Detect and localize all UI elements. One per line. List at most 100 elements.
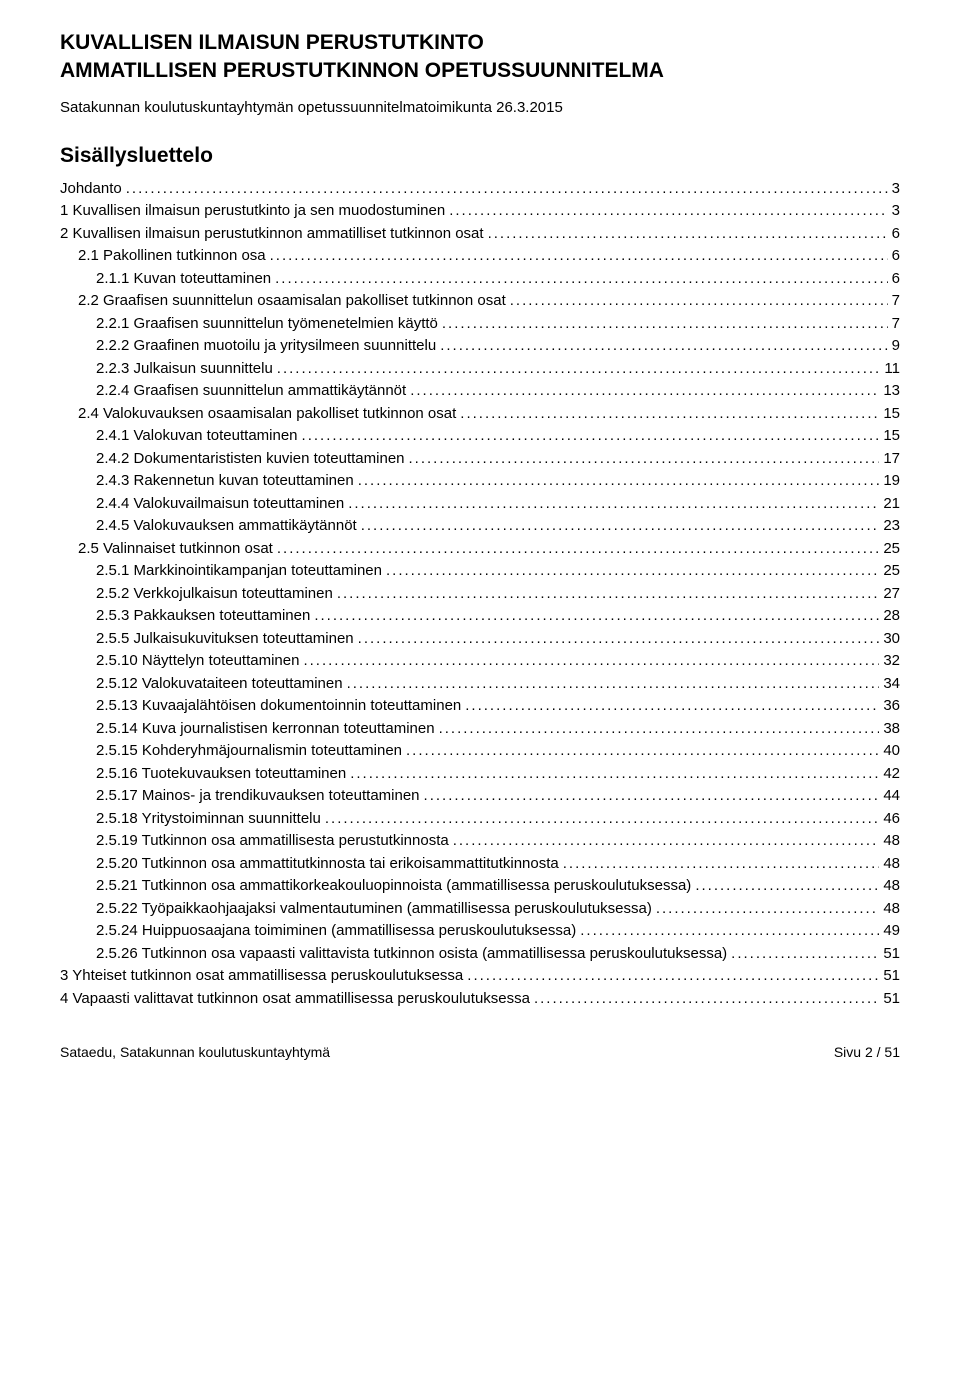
toc-label: Johdanto xyxy=(60,178,122,201)
toc-leader-dots xyxy=(695,875,879,898)
toc-page-number: 6 xyxy=(892,223,900,246)
toc-label: 2.5.17 Mainos- ja trendikuvauksen toteut… xyxy=(96,785,420,808)
toc-leader-dots xyxy=(563,853,880,876)
toc-row: 4 Vapaasti valittavat tutkinnon osat amm… xyxy=(60,988,900,1011)
toc-label: 2.5.22 Työpaikkaohjaajaksi valmentautumi… xyxy=(96,898,652,921)
toc-leader-dots xyxy=(303,650,879,673)
toc-label: 2.4.3 Rakennetun kuvan toteuttaminen xyxy=(96,470,354,493)
toc-page-number: 48 xyxy=(883,853,900,876)
toc-row: 2.2.2 Graafinen muotoilu ja yritysilmeen… xyxy=(60,335,900,358)
toc-row: 2.5.13 Kuvaajalähtöisen dokumentoinnin t… xyxy=(60,695,900,718)
toc-leader-dots xyxy=(580,920,879,943)
toc-leader-dots xyxy=(358,628,880,651)
toc-label: 2.5.12 Valokuvataiteen toteuttaminen xyxy=(96,673,343,696)
toc-row: 2.5.10 Näyttelyn toteuttaminen 32 xyxy=(60,650,900,673)
toc-leader-dots xyxy=(361,515,880,538)
toc-page-number: 51 xyxy=(883,943,900,966)
doc-subtitle: Satakunnan koulutuskuntayhtymän opetussu… xyxy=(60,99,900,116)
toc-row: 2.5.3 Pakkauksen toteuttaminen 28 xyxy=(60,605,900,628)
toc-row: 2.5.22 Työpaikkaohjaajaksi valmentautumi… xyxy=(60,898,900,921)
toc-row: 2.2 Graafisen suunnittelun osaamisalan p… xyxy=(60,290,900,313)
toc-page-number: 11 xyxy=(884,358,900,381)
toc-row: 2.4.1 Valokuvan toteuttaminen 15 xyxy=(60,425,900,448)
toc-page-number: 6 xyxy=(892,268,900,291)
toc-page-number: 30 xyxy=(883,628,900,651)
toc-page-number: 7 xyxy=(892,290,900,313)
toc-label: 2.5.1 Markkinointikampanjan toteuttamine… xyxy=(96,560,382,583)
toc-leader-dots xyxy=(449,200,887,223)
toc-row: 2.5.20 Tutkinnon osa ammattitutkinnosta … xyxy=(60,853,900,876)
toc-leader-dots xyxy=(424,785,880,808)
toc-page-number: 48 xyxy=(883,898,900,921)
toc-page-number: 6 xyxy=(892,245,900,268)
toc-leader-dots xyxy=(348,493,879,516)
toc-label: 2.1.1 Kuvan toteuttaminen xyxy=(96,268,271,291)
toc-row: 2.5.17 Mainos- ja trendikuvauksen toteut… xyxy=(60,785,900,808)
toc-page-number: 17 xyxy=(883,448,900,471)
toc-label: 2.4 Valokuvauksen osaamisalan pakolliset… xyxy=(78,403,456,426)
toc-page-number: 15 xyxy=(883,425,900,448)
toc-leader-dots xyxy=(442,313,888,336)
toc-page-number: 3 xyxy=(892,200,900,223)
toc-row: 2 Kuvallisen ilmaisun perustutkinnon amm… xyxy=(60,223,900,246)
toc-label: 2.5.5 Julkaisukuvituksen toteuttaminen xyxy=(96,628,354,651)
doc-title-line1: KUVALLISEN ILMAISUN PERUSTUTKINTO xyxy=(60,30,900,56)
toc-row: 2.5.21 Tutkinnon osa ammattikorkeakouluo… xyxy=(60,875,900,898)
toc-leader-dots xyxy=(731,943,879,966)
toc-label: 2.5 Valinnaiset tutkinnon osat xyxy=(78,538,273,561)
toc-label: 2.5.26 Tutkinnon osa vapaasti valittavis… xyxy=(96,943,727,966)
toc-row: 2.1.1 Kuvan toteuttaminen 6 xyxy=(60,268,900,291)
toc-leader-dots xyxy=(453,830,880,853)
toc-row: 2.1 Pakollinen tutkinnon osa 6 xyxy=(60,245,900,268)
toc-container: Johdanto 3 1 Kuvallisen ilmaisun perustut… xyxy=(60,178,900,1011)
toc-row: 3 Yhteiset tutkinnon osat ammatillisessa… xyxy=(60,965,900,988)
toc-label: 2.5.2 Verkkojulkaisun toteuttaminen xyxy=(96,583,333,606)
toc-page-number: 25 xyxy=(883,538,900,561)
toc-page-number: 49 xyxy=(883,920,900,943)
toc-page-number: 38 xyxy=(883,718,900,741)
toc-leader-dots xyxy=(347,673,880,696)
toc-leader-dots xyxy=(275,268,888,291)
toc-page-number: 9 xyxy=(892,335,900,358)
toc-page-number: 27 xyxy=(883,583,900,606)
toc-page-number: 15 xyxy=(883,403,900,426)
toc-row: 2.5.14 Kuva journalistisen kerronnan tot… xyxy=(60,718,900,741)
toc-row: 2.4.5 Valokuvauksen ammattikäytännöt 23 xyxy=(60,515,900,538)
toc-page-number: 51 xyxy=(883,965,900,988)
toc-label: 2.5.18 Yritystoiminnan suunnittelu xyxy=(96,808,321,831)
toc-row: 2.5.16 Tuotekuvauksen toteuttaminen 42 xyxy=(60,763,900,786)
toc-page-number: 23 xyxy=(883,515,900,538)
toc-label: 2.4.1 Valokuvan toteuttaminen xyxy=(96,425,298,448)
toc-row: 2.2.1 Graafisen suunnittelun työmenetelm… xyxy=(60,313,900,336)
toc-row: 2.5.15 Kohderyhmäjournalismin toteuttami… xyxy=(60,740,900,763)
toc-label: 2 Kuvallisen ilmaisun perustutkinnon amm… xyxy=(60,223,484,246)
toc-label: 1 Kuvallisen ilmaisun perustutkinto ja s… xyxy=(60,200,445,223)
page-footer: Sataedu, Satakunnan koulutuskuntayhtymä … xyxy=(60,1044,900,1060)
toc-label: 2.5.3 Pakkauksen toteuttaminen xyxy=(96,605,310,628)
toc-label: 2.5.19 Tutkinnon osa ammatillisesta peru… xyxy=(96,830,449,853)
toc-row: 2.5.24 Huippuosaajana toimiminen (ammati… xyxy=(60,920,900,943)
toc-page-number: 51 xyxy=(883,988,900,1011)
toc-page-number: 21 xyxy=(883,493,900,516)
toc-label: 3 Yhteiset tutkinnon osat ammatillisessa… xyxy=(60,965,463,988)
toc-leader-dots xyxy=(467,965,879,988)
toc-leader-dots xyxy=(460,403,879,426)
toc-row: 2.4 Valokuvauksen osaamisalan pakolliset… xyxy=(60,403,900,426)
toc-page-number: 36 xyxy=(883,695,900,718)
toc-leader-dots xyxy=(406,740,879,763)
toc-label: 2.2.4 Graafisen suunnittelun ammattikäyt… xyxy=(96,380,406,403)
toc-page-number: 28 xyxy=(883,605,900,628)
toc-leader-dots xyxy=(277,358,881,381)
toc-page-number: 25 xyxy=(883,560,900,583)
toc-leader-dots xyxy=(534,988,879,1011)
toc-leader-dots xyxy=(325,808,879,831)
toc-page-number: 19 xyxy=(883,470,900,493)
toc-page-number: 40 xyxy=(883,740,900,763)
toc-heading: Sisällysluettelo xyxy=(60,144,900,168)
toc-row: 2.5.5 Julkaisukuvituksen toteuttaminen 3… xyxy=(60,628,900,651)
toc-label: 2.5.13 Kuvaajalähtöisen dokumentoinnin t… xyxy=(96,695,461,718)
toc-label: 2.2.2 Graafinen muotoilu ja yritysilmeen… xyxy=(96,335,436,358)
toc-row: 2.5.18 Yritystoiminnan suunnittelu 46 xyxy=(60,808,900,831)
toc-leader-dots xyxy=(270,245,888,268)
toc-row: 2.5.19 Tutkinnon osa ammatillisesta peru… xyxy=(60,830,900,853)
